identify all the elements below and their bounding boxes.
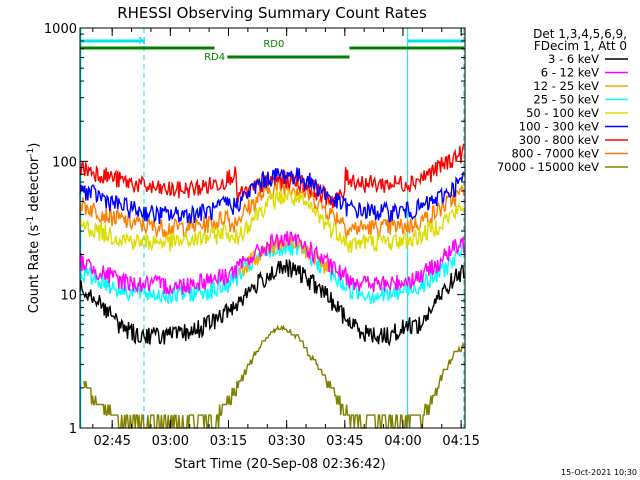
mode-bar-label-n: N [138, 36, 145, 47]
legend: Det 1,3,4,5,6,9, FDecim 1, Att 0 3 - 6 k… [497, 27, 628, 174]
timestamp: 15-Oct-2021 10:30 [561, 468, 637, 477]
x-tick-label: 03:15 [210, 434, 247, 449]
legend-label-3-6-kev: 3 - 6 keV [548, 52, 599, 66]
legend-label-100-300-kev: 100 - 300 keV [519, 120, 599, 134]
legend-label-300-800-kev: 300 - 800 keV [519, 133, 599, 147]
chart-title: RHESSI Observing Summary Count Rates [117, 4, 427, 22]
legend-label-50-100-kev: 50 - 100 keV [526, 106, 599, 120]
legend-label-6-12-kev: 6 - 12 keV [541, 66, 599, 80]
series-line-50-100-kev [79, 188, 465, 254]
series-line-100-300-kev [79, 167, 465, 225]
y-tick-label: 10 [60, 289, 77, 304]
y-tick-label: 100 [52, 155, 77, 170]
mode-bar-label-rd4: RD4 [204, 52, 225, 63]
x-tick-label: 04:15 [442, 434, 479, 449]
legend-label-800-7000-kev: 800 - 7000 keV [511, 147, 599, 161]
legend-header-line-2: FDecim 1, Att 0 [534, 39, 627, 53]
series-line-3-6-kev [79, 258, 465, 347]
y-tick-label: 1 [69, 422, 77, 437]
mode-bar-label-rd0: RD0 [263, 39, 284, 50]
x-axis-label: Start Time (20-Sep-08 02:36:42) [174, 457, 385, 472]
series-line-6-12-kev [79, 231, 465, 295]
x-tick-label: 03:30 [268, 434, 305, 449]
plot-frame [79, 27, 466, 429]
mode-bars: N RD0 RD4 [80, 36, 464, 63]
y-tick-label: 1000 [44, 22, 77, 37]
x-tick-label: 02:45 [93, 434, 130, 449]
axes: 1 10 100 1000 02:45 03:00 03:15 03:30 03:45 04:00… [44, 22, 480, 449]
x-tick-label: 04:00 [384, 434, 421, 449]
x-tick-label: 03:45 [326, 434, 363, 449]
y-axis-label: Count Rate (s-1 detector-1) [26, 143, 42, 314]
x-tick-label: 03:00 [152, 434, 189, 449]
legend-label-12-25-kev: 12 - 25 keV [533, 79, 599, 93]
legend-label-25-50-kev: 25 - 50 keV [533, 93, 599, 107]
legend-label-7000-15000-kev: 7000 - 15000 keV [497, 160, 599, 174]
series-lines [79, 143, 465, 429]
series-line-7000-15000-kev [83, 324, 465, 429]
legend-header-line-1: Det 1,3,4,5,6,9, [533, 27, 627, 41]
